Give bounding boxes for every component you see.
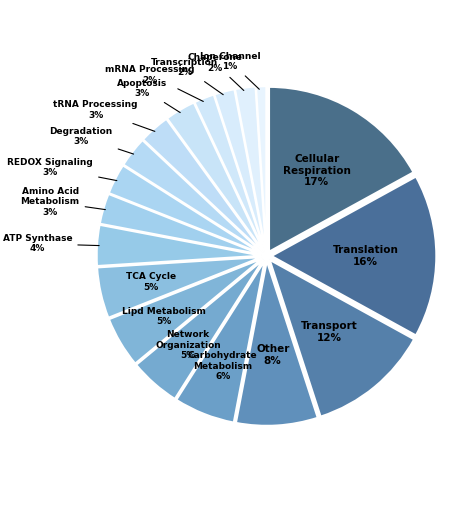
Text: Chaperone
2%: Chaperone 2%: [187, 53, 244, 91]
Wedge shape: [269, 87, 413, 252]
Wedge shape: [97, 257, 262, 318]
Text: TCA Cycle
5%: TCA Cycle 5%: [126, 272, 176, 292]
Text: Network
Organization
5%: Network Organization 5%: [155, 330, 221, 360]
Text: mRNA Processing
2%: mRNA Processing 2%: [105, 66, 203, 101]
Wedge shape: [235, 87, 266, 251]
Wedge shape: [272, 177, 437, 335]
Text: Carbohydrate
Metabolism
6%: Carbohydrate Metabolism 6%: [188, 351, 257, 381]
Wedge shape: [100, 194, 262, 254]
Text: Apoptosis
3%: Apoptosis 3%: [117, 79, 180, 113]
Wedge shape: [136, 260, 263, 399]
Wedge shape: [167, 102, 264, 252]
Text: Amino Acid
Metabolism
3%: Amino Acid Metabolism 3%: [20, 187, 105, 217]
Text: Transport
12%: Transport 12%: [301, 322, 358, 343]
Wedge shape: [236, 261, 318, 426]
Text: REDOX Signaling
3%: REDOX Signaling 3%: [8, 158, 117, 181]
Text: Cellular
Respiration
17%: Cellular Respiration 17%: [283, 154, 351, 187]
Wedge shape: [97, 225, 262, 266]
Wedge shape: [256, 86, 266, 251]
Wedge shape: [109, 259, 262, 364]
Wedge shape: [123, 140, 263, 253]
Text: Degradation
3%: Degradation 3%: [49, 127, 134, 154]
Text: Other
8%: Other 8%: [256, 344, 290, 366]
Wedge shape: [143, 119, 263, 252]
Text: Ion Channel
1%: Ion Channel 1%: [200, 52, 260, 89]
Text: Translation
16%: Translation 16%: [332, 245, 398, 267]
Wedge shape: [176, 261, 264, 422]
Text: Transcription
2%: Transcription 2%: [151, 58, 223, 95]
Text: ATP Synthase
4%: ATP Synthase 4%: [3, 234, 99, 253]
Wedge shape: [270, 260, 414, 417]
Text: Lipd Metabolism
5%: Lipd Metabolism 5%: [122, 307, 206, 326]
Wedge shape: [214, 89, 265, 251]
Wedge shape: [194, 95, 264, 251]
Text: tRNA Processing
3%: tRNA Processing 3%: [54, 100, 155, 132]
Wedge shape: [109, 165, 262, 254]
